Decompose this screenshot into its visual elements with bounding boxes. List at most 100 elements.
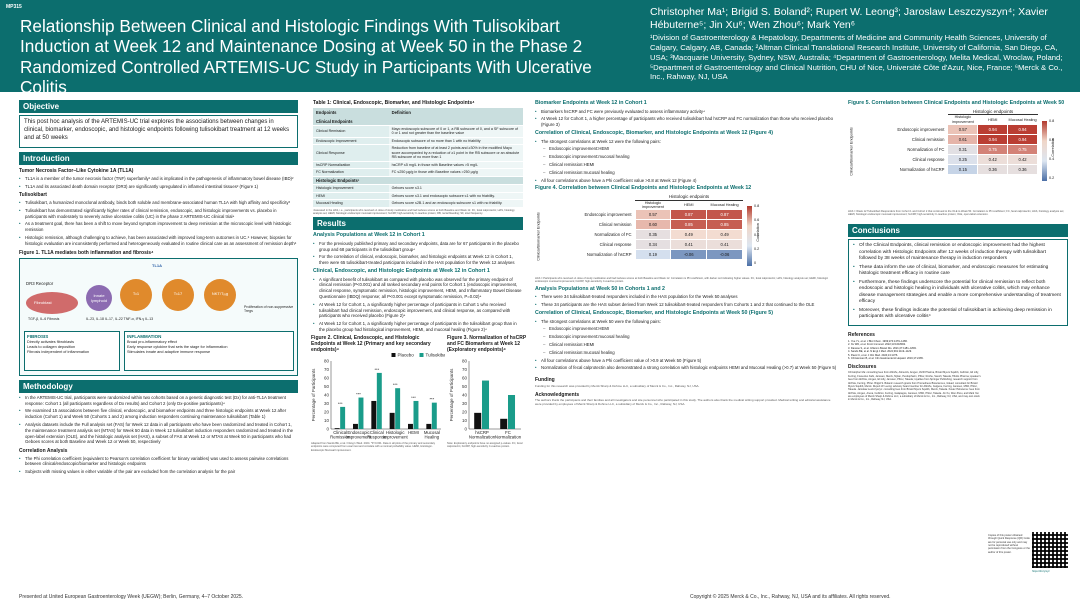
footer-copyright: Copyright © 2025 Merck & Co., Inc., Rahw… [690,594,891,600]
funding-heading: Funding [535,377,555,384]
heatmap-column-label: Mucosal Healing [710,202,739,207]
heatmap-row: Endoscopic improvement 0.57 0.87 0.87 [545,209,743,221]
fibrosis-item: Directly activates fibroblasts [27,339,75,344]
correlation-analysis-heading: Correlation Analysis [19,448,68,455]
heatmap-column-label: HEMI [987,117,998,122]
reference-item: 2. Xu WD, et al. Front Immunol. 2022;13:… [848,343,906,347]
heatmap-cell: 0.94 [1007,133,1038,145]
x-tick-label: Clinical [333,430,347,435]
bar-tulisokibart [431,402,437,429]
table-cell-endpoint: hsCRP Normalization [313,161,389,170]
col3-subheading-3: Analysis Populations at Week 50 in Cohor… [535,285,666,292]
poster-id: MP315 [6,4,22,10]
x-tick-label: Normalization [469,434,496,439]
heatmap-row-label: Clinical response [545,239,636,251]
y-tick-label: 80 [462,358,468,363]
intro-subheading-tl1a: Tumor Necrosis Factor–Like Cytokine 1A (… [19,168,134,175]
col3-subheading-2: Correlation of Clinical, Endoscopic, Bio… [535,130,774,136]
table-group-row: Histologic Endpoints¹ [313,176,523,186]
x-tick-label: hsCRP [475,430,489,435]
list-item: For the previously published primary and… [313,241,523,253]
reference-item: 1. Yue YL, et al. J Biol Chem. 1999;274:… [848,339,908,343]
qr-code[interactable] [1032,532,1068,568]
significance-label: *** [411,395,416,400]
list-item: Histologic remission, although challengi… [19,235,298,247]
bar-tulisokibart [413,400,419,429]
list-item: At Week 12 for Cohort 1, a higher percen… [535,116,837,128]
y-tick-label: 80 [324,358,330,363]
y-axis-label: Percentage of Participants [449,368,454,422]
table-row: Mucosal Healing Geboes score ≤2B.1 and an… [313,199,523,208]
heatmap-row: Normalization of FC 0.31 0.75 0.75 [857,143,1038,155]
y-axis-label: Percentage of Participants [311,368,316,422]
colorbar-tick: 0.8 [1049,118,1055,123]
list-item: Tulisokibart, a humanized monoclonal ant… [19,200,298,206]
methodology-heading: Methodology [19,379,298,393]
list-item: Clinical remission:mucosal healing [535,350,837,356]
heatmap-cell: -0.06 [670,249,708,261]
column-1: Objective This post hoc analysis of the … [19,100,298,477]
intro-bullets-2: Tulisokibart, a humanized monoclonal ant… [19,200,298,247]
heatmap-cell: 0.19 [634,249,672,261]
reference-item: 4. Sands BE, et al. N Engl J Med. 2024;3… [848,350,912,354]
bar-placebo [408,423,413,429]
heatmap-row-label: Normalization of FC [857,143,949,155]
affiliations: ¹Division of Gastroenterology & Hepatolo… [650,33,1063,82]
colorbar-tick: 0.2 [1049,175,1055,180]
heatmap-row: Normalization of FC 0.35 0.49 0.49 [545,229,743,241]
list-item: Clinical remission:HEMI [535,342,837,348]
y-tick-label: 70 [324,367,330,372]
heatmap-row: Normalization of hsCRP 0.15 0.36 0.36 [857,163,1038,175]
inflammation-item: Stimulates innate and adaptive immune re… [127,349,211,354]
heatmap-row-label: Normalization of FC [545,229,636,241]
table-row: Clinical Response Reduction from baseline… [313,144,523,162]
heatmap-row: Clinical remission 0.60 0.85 0.85 [545,219,743,231]
list-item: Clinical remission:HEMI [535,162,837,168]
heatmap-row: Endoscopic improvement 0.57 0.94 0.94 [857,123,1038,135]
poster-header: MP315 Relationship Between Clinical and … [0,0,1080,97]
table-1-footnote: ¹Assessed in the HAS, i.e., participants… [313,208,515,215]
heatmap-cell: 0.87 [706,209,743,221]
list-item: Normalization of fecal calprotectin also… [535,365,837,371]
x-tick-label: HEMI [408,430,419,435]
bar-tulisokibart [376,372,382,429]
tl1a-label: TL1A [152,262,162,268]
table-cell-endpoint: HEMI [313,192,389,201]
results-heading: Results [313,217,523,231]
correlation-bullets: The Phi correlation coefficient (equival… [19,456,298,475]
colorbar-tick: 0.4 [754,232,760,237]
heatmap-wrapper: Clinical/Biomarker Endpoints Histologic e… [535,194,837,266]
table-row: hsCRP Normalization hsCRP ≤5 mg/L in thos… [313,161,523,170]
qr-note: Copies of this poster obtained through Q… [988,534,1030,554]
heatmap-cell: 0.57 [634,209,672,221]
y-tick-label: 20 [324,409,330,414]
heatmap-grid: Histologic improvement HEMI Mucosal Healin… [857,115,1038,175]
col3-bullets-4: The strongest correlations at Week 50 we… [535,319,837,372]
bar-placebo [500,418,508,429]
legend-label: Tulisokibart [426,352,446,357]
heatmap-cell: 0.75 [1007,143,1038,155]
colorbar-tick: 0.2 [754,246,760,251]
intro-subheading-tulisokibart: Tulisokibart [19,192,47,199]
x-tick-label: Response [367,434,387,439]
list-item: These data inform the use of clinical, b… [853,265,1063,278]
heatmap-cell: 0.75 [977,143,1009,155]
heatmap-row: Clinical remission 0.61 0.94 0.94 [857,133,1038,145]
figure-2-caption: Figure 2. Clinical, Endoscopic, and Hist… [311,334,431,354]
bar-placebo [353,423,358,429]
acknowledgments-heading: Acknowledgments [535,391,580,398]
x-tick-label: Histologic [386,430,405,435]
heatmap-cell: 0.42 [977,153,1009,165]
col3-bullets-3: There were 34 tulisokibart-treated respo… [535,294,837,308]
table-header: Definition [388,108,523,118]
legend-swatch [391,352,396,357]
colorbar-label: Correlation [1050,137,1055,157]
col3-bullets-2: The strongest correlations at Week 12 we… [535,139,837,184]
heatmap-column-label: Histologic improvement [951,115,974,124]
inflammation-title: INFLAMMATION [127,333,162,339]
list-item: There were 34 tulisokibart-treated respo… [535,294,837,300]
x-tick-label: Improvement [346,434,372,439]
qr-url[interactable]: https://bit.ly/xyz [1032,570,1050,573]
list-item: Endoscopic improvement:HEMI [535,326,837,332]
